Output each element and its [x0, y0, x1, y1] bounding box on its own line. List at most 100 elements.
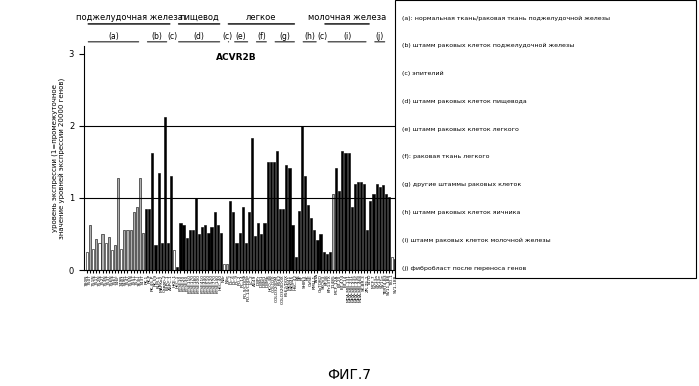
Bar: [154, 245, 157, 270]
Text: (h) штамм раковых клеток яичника: (h) штамм раковых клеток яичника: [402, 210, 520, 215]
Bar: [323, 252, 325, 270]
Bar: [210, 227, 212, 270]
Bar: [375, 183, 377, 270]
Text: (i): (i): [343, 32, 351, 41]
Text: (c) эпителий: (c) эпителий: [402, 71, 444, 76]
Bar: [354, 183, 356, 270]
Bar: [357, 182, 359, 270]
Text: (g): (g): [280, 32, 290, 41]
Bar: [264, 223, 266, 270]
Bar: [86, 252, 88, 270]
Text: (f): (f): [257, 32, 266, 41]
Bar: [99, 243, 101, 270]
Bar: [391, 257, 394, 270]
Text: (c): (c): [222, 32, 232, 41]
Bar: [229, 201, 231, 270]
Bar: [167, 243, 169, 270]
Bar: [223, 264, 225, 270]
Bar: [242, 207, 244, 270]
Bar: [204, 225, 206, 270]
Bar: [189, 230, 191, 270]
Bar: [388, 196, 390, 270]
Text: (i) штамм раковых клеток молочной железы: (i) штамм раковых клеток молочной железы: [402, 238, 551, 243]
Bar: [176, 267, 178, 270]
Bar: [379, 187, 381, 270]
Text: ФИГ.7: ФИГ.7: [328, 368, 371, 382]
Text: (b): (b): [152, 32, 162, 41]
Bar: [89, 225, 91, 270]
Bar: [185, 238, 188, 270]
Bar: [257, 223, 259, 270]
Text: (d): (d): [194, 32, 205, 41]
Bar: [139, 178, 141, 270]
Text: (d) штамм раковых клеток пищевода: (d) штамм раковых клеток пищевода: [402, 99, 526, 104]
Bar: [170, 176, 172, 270]
Bar: [301, 126, 303, 270]
Bar: [120, 249, 122, 270]
Bar: [385, 195, 387, 270]
Text: (a): нормальная ткань/раковая ткань поджелудочной железы: (a): нормальная ткань/раковая ткань подж…: [402, 15, 610, 20]
Bar: [382, 185, 384, 270]
Bar: [127, 230, 129, 270]
Bar: [238, 233, 240, 270]
Bar: [111, 250, 113, 270]
Bar: [326, 254, 328, 270]
Bar: [313, 230, 315, 270]
Text: поджелудочная железа: поджелудочная железа: [75, 13, 182, 22]
Text: (c): (c): [168, 32, 178, 41]
Bar: [394, 259, 396, 270]
Bar: [214, 212, 216, 270]
Bar: [92, 249, 94, 270]
Bar: [157, 173, 159, 270]
Bar: [148, 209, 150, 270]
Bar: [317, 240, 319, 270]
Bar: [276, 151, 278, 270]
Bar: [208, 233, 210, 270]
Bar: [294, 257, 297, 270]
Bar: [270, 162, 272, 270]
Bar: [236, 243, 238, 270]
Text: (h): (h): [304, 32, 315, 41]
Text: (j) фибробласт после переноса генов: (j) фибробласт после переноса генов: [402, 266, 526, 271]
Bar: [285, 166, 287, 270]
Text: (f): раковая ткань легкого: (f): раковая ткань легкого: [402, 154, 489, 159]
Bar: [129, 230, 131, 270]
Bar: [282, 209, 284, 270]
Text: (a): (a): [108, 32, 119, 41]
Bar: [329, 252, 331, 270]
Bar: [351, 207, 353, 270]
Bar: [319, 234, 322, 270]
Bar: [369, 201, 371, 270]
Text: ACVR2B: ACVR2B: [216, 53, 257, 62]
Bar: [373, 195, 375, 270]
Bar: [164, 117, 166, 270]
Text: молочная железа: молочная железа: [308, 13, 386, 22]
Bar: [298, 211, 300, 270]
Text: (e) штамм раковых клеток легкого: (e) штамм раковых клеток легкого: [402, 127, 519, 132]
Bar: [173, 250, 175, 270]
Bar: [117, 178, 120, 270]
Bar: [341, 151, 343, 270]
Bar: [273, 162, 275, 270]
Bar: [363, 183, 366, 270]
Bar: [251, 138, 253, 270]
Bar: [360, 182, 362, 270]
Bar: [161, 243, 163, 270]
Bar: [279, 209, 281, 270]
Bar: [338, 191, 340, 270]
Bar: [136, 207, 138, 270]
Text: легкое: легкое: [246, 13, 277, 22]
Bar: [201, 227, 203, 270]
Bar: [307, 205, 309, 270]
Bar: [180, 223, 182, 270]
Bar: [198, 234, 200, 270]
Text: (e): (e): [236, 32, 247, 41]
Bar: [310, 218, 312, 270]
Bar: [101, 234, 103, 270]
Text: (b) штамм раковых клеток поджелудочной железы: (b) штамм раковых клеток поджелудочной ж…: [402, 43, 574, 48]
Bar: [254, 235, 257, 270]
Bar: [142, 233, 144, 270]
Bar: [291, 225, 294, 270]
Bar: [347, 153, 350, 270]
Bar: [304, 176, 306, 270]
